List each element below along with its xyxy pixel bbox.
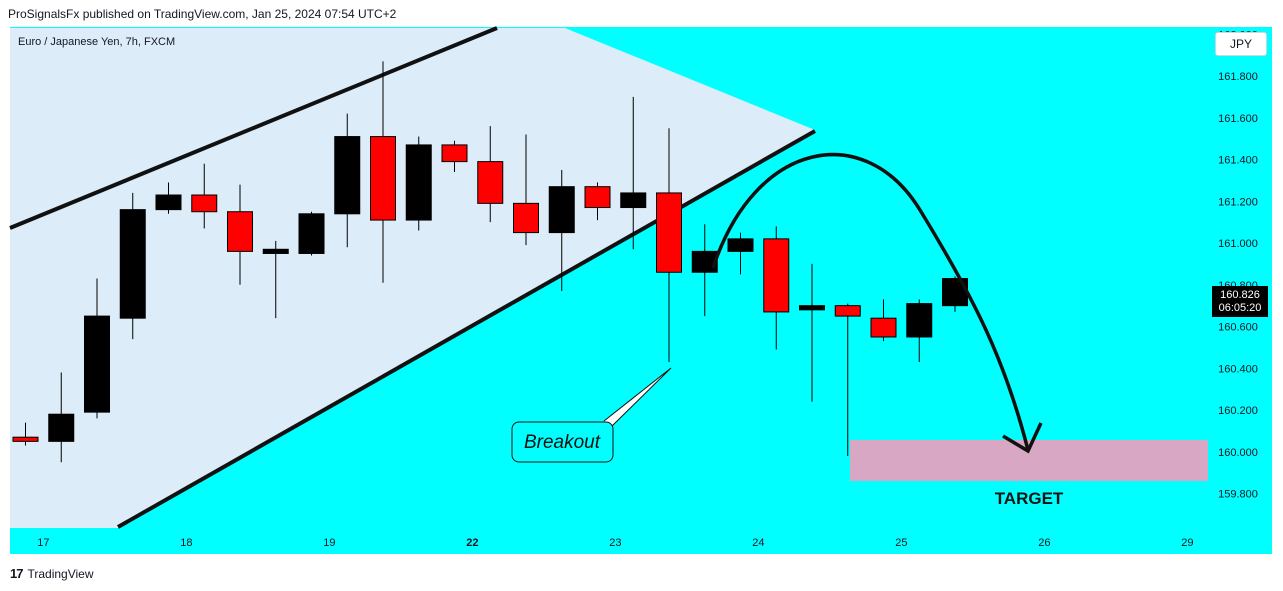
time-tick-label: 18 bbox=[180, 537, 192, 549]
price-axis[interactable]: 162.000161.800161.600161.400161.200161.0… bbox=[1218, 29, 1258, 500]
bullish-candle[interactable] bbox=[799, 305, 825, 311]
time-tick-label: 23 bbox=[609, 537, 621, 549]
price-tick-label: 160.200 bbox=[1218, 405, 1258, 417]
bullish-candle[interactable] bbox=[691, 250, 718, 273]
bearish-candle[interactable] bbox=[441, 144, 468, 163]
published-info: ProSignalsFx published on TradingView.co… bbox=[8, 7, 397, 21]
price-tick-label: 160.600 bbox=[1218, 322, 1258, 334]
bullish-candle[interactable] bbox=[405, 144, 432, 221]
bullish-candle[interactable] bbox=[298, 213, 325, 254]
time-tick-label: 25 bbox=[895, 537, 907, 549]
channel-upper-line[interactable] bbox=[9, 26, 498, 230]
bearish-candle[interactable] bbox=[227, 211, 253, 252]
bearish-candle[interactable] bbox=[656, 192, 682, 273]
bullish-candle[interactable] bbox=[334, 136, 361, 215]
time-tick-label: 26 bbox=[1038, 537, 1050, 549]
bearish-candle[interactable] bbox=[584, 186, 611, 209]
breakout-callout[interactable] bbox=[511, 421, 614, 463]
last-price-tag: 160.826 06:05:20 bbox=[1212, 286, 1268, 317]
currency-button[interactable]: JPY bbox=[1215, 32, 1267, 56]
price-tick-label: 161.200 bbox=[1218, 196, 1258, 208]
time-tick-label: 24 bbox=[752, 537, 764, 549]
candles-layer bbox=[12, 61, 968, 463]
price-tick-label: 160.400 bbox=[1218, 363, 1258, 375]
bearish-candle[interactable] bbox=[834, 305, 861, 317]
bullish-candle[interactable] bbox=[48, 413, 75, 442]
time-axis[interactable]: 17 18 19 22 23 24 25 26 29 bbox=[37, 537, 1193, 549]
breakout-label: Breakout bbox=[524, 432, 601, 453]
bullish-candle[interactable] bbox=[548, 186, 575, 234]
price-tick-label: 161.400 bbox=[1218, 155, 1258, 167]
price-tick-label: 160.000 bbox=[1218, 447, 1258, 459]
bearish-candle[interactable] bbox=[513, 202, 539, 234]
bullish-candle[interactable] bbox=[119, 209, 146, 319]
last-price-value: 160.826 bbox=[1220, 288, 1260, 301]
channel-lower-line[interactable] bbox=[117, 129, 816, 529]
channel-fill bbox=[10, 28, 815, 528]
projection-arc[interactable] bbox=[711, 152, 1030, 451]
price-tick-label: 161.600 bbox=[1218, 113, 1258, 125]
bullish-candle[interactable] bbox=[620, 192, 647, 209]
footer-brand-name: TradingView bbox=[27, 566, 94, 581]
bearish-candle[interactable] bbox=[191, 194, 218, 213]
bullish-candle[interactable] bbox=[727, 238, 754, 252]
price-tick-label: 161.000 bbox=[1218, 238, 1258, 250]
bearish-candle[interactable] bbox=[477, 161, 504, 204]
footer-brand[interactable]: 17 TradingView bbox=[10, 566, 94, 581]
bearish-candle[interactable] bbox=[370, 136, 396, 221]
bullish-candle[interactable] bbox=[84, 315, 110, 413]
projection-arrowhead bbox=[1002, 422, 1043, 454]
time-tick-label: 19 bbox=[323, 537, 335, 549]
tradingview-logo-icon: 17 bbox=[10, 566, 24, 581]
time-tick-label: 22 bbox=[466, 537, 478, 549]
chart-title: Euro / Japanese Yen, 7h, FXCM bbox=[18, 36, 176, 48]
bullish-candle[interactable] bbox=[155, 194, 182, 211]
bearish-candle[interactable] bbox=[763, 238, 790, 313]
bar-countdown: 06:05:20 bbox=[1218, 301, 1262, 314]
breakout-pointer bbox=[603, 367, 672, 427]
target-label: TARGET bbox=[995, 489, 1064, 508]
time-tick-label: 29 bbox=[1181, 537, 1193, 549]
price-tick-label: 161.800 bbox=[1218, 71, 1258, 83]
bearish-candle[interactable] bbox=[870, 317, 897, 338]
bullish-candle[interactable] bbox=[262, 248, 289, 254]
time-tick-label: 17 bbox=[37, 537, 49, 549]
bearish-candle[interactable] bbox=[12, 436, 39, 442]
price-tick-label: 159.800 bbox=[1218, 489, 1258, 501]
bullish-candle[interactable] bbox=[906, 303, 933, 338]
